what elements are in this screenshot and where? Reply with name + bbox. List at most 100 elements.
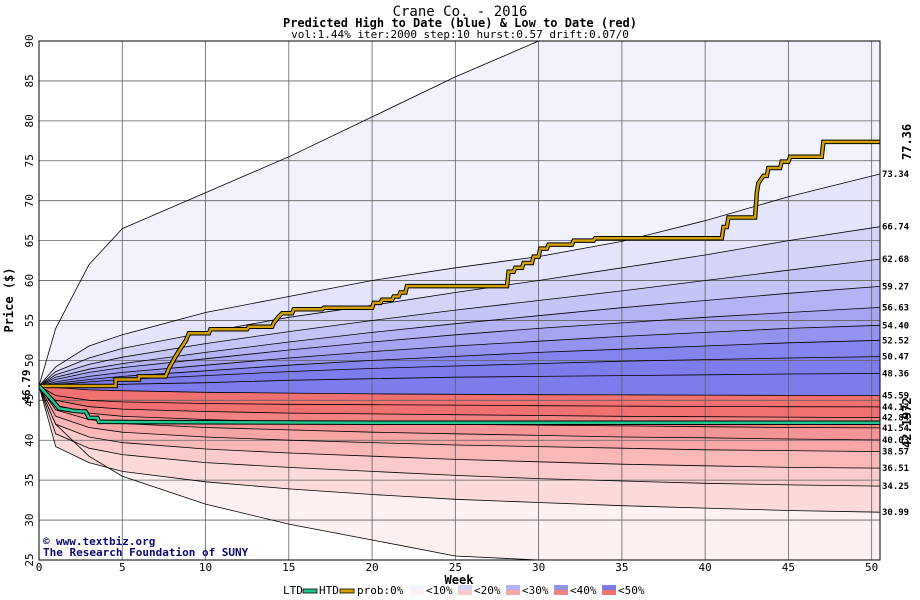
value-label-48.36: 48.36: [882, 369, 909, 379]
value-label-62.68: 62.68: [882, 255, 909, 265]
chart-params: vol:1.44% iter:2000 step:10 hurst:0.57 d…: [291, 28, 629, 41]
legend-bin-label-0: <10%: [426, 584, 453, 597]
x-tick-15: 15: [282, 561, 295, 574]
value-label-34.25: 34.25: [882, 482, 909, 492]
credit-organization: The Research Foundation of SUNY: [43, 546, 249, 559]
high-curve-1: [39, 173, 880, 387]
low-curve-1: [39, 385, 880, 408]
legend-bin-red-3: [554, 590, 568, 595]
htd-final-label: 77.36: [900, 124, 914, 160]
legend-bin-label-1: <20%: [474, 584, 501, 597]
high-curve-5: [39, 307, 880, 387]
y-tick-60: 60: [23, 274, 36, 287]
y-tick-85: 85: [23, 74, 36, 87]
y-tick-75: 75: [23, 154, 36, 167]
value-label-40.03: 40.03: [882, 436, 909, 446]
high-curve-7: [39, 339, 880, 387]
value-label-42.84: 42.84: [882, 414, 910, 424]
x-axis-ticks: 0 5 10 15 20 25 30 35 40 45 50: [36, 561, 879, 574]
chart-subtitle: Predicted High to Date (blue) & Low to D…: [283, 16, 637, 30]
y-tick-25: 25: [23, 553, 36, 566]
plot-frame: [38, 40, 881, 561]
low-curve-7: [39, 385, 880, 487]
legend-bin-blue-3: [554, 585, 568, 590]
x-tick-20: 20: [365, 561, 378, 574]
chart-title: Crane Co. - 2016: [393, 4, 528, 20]
legend-bin-blue-4: [602, 585, 616, 590]
credit-website: www.textbiz.org: [56, 535, 155, 548]
legend-bin-red-4: [602, 590, 616, 595]
value-label-66.74: 66.74: [882, 223, 910, 233]
low-curve-5: [39, 385, 880, 452]
y-tick-50: 50: [23, 354, 36, 367]
percentile-value-labels: 73.34 66.74 62.68 59.27 56.63 54.40 52.52 50.47…: [882, 170, 910, 518]
legend-htd-label: HTD: [319, 584, 339, 597]
copyright-mark: ©: [43, 535, 50, 548]
legend: LTD HTD prob:0% <10% <20% <30% <40% <50%: [283, 584, 645, 597]
legend-htd-swatch: [339, 588, 355, 594]
value-label-73.34: 73.34: [882, 170, 910, 180]
legend-bin-label-3: <40%: [570, 584, 597, 597]
value-label-52.52: 52.52: [882, 336, 909, 346]
high-curve-0: [39, 41, 880, 387]
value-label-54.40: 54.40: [882, 321, 909, 331]
ltd-line: [39, 385, 880, 424]
high-curve-4: [39, 286, 880, 387]
x-tick-35: 35: [615, 561, 628, 574]
ltd-final-label: 42.1972: [900, 397, 914, 448]
low-curve-0: [39, 385, 880, 397]
x-tick-45: 45: [782, 561, 795, 574]
htd-line-group: [39, 139, 880, 389]
start-value-label: 46.79: [20, 369, 33, 402]
low-curve-9: [39, 385, 880, 560]
y-tick-90: 90: [23, 34, 36, 47]
y-tick-45: 45: [23, 394, 36, 407]
x-tick-10: 10: [199, 561, 212, 574]
y-axis-label: Price ($): [2, 267, 16, 332]
legend-bin-blue-2: [506, 585, 520, 590]
value-label-59.27: 59.27: [882, 282, 909, 292]
y-tick-80: 80: [23, 114, 36, 127]
y-tick-55: 55: [23, 314, 36, 327]
legend-bin-red-1: [458, 590, 472, 595]
high-curve-3: [39, 258, 880, 387]
htd-line: [39, 140, 880, 388]
high-curve-6: [39, 324, 880, 387]
ltd-line-group: [39, 384, 880, 425]
x-tick-25: 25: [449, 561, 462, 574]
y-tick-40: 40: [23, 434, 36, 447]
legend-prob-label: prob:0%: [357, 584, 404, 597]
x-axis-label: Week: [445, 573, 475, 587]
value-label-56.63: 56.63: [882, 303, 909, 313]
low-curve-2: [39, 385, 880, 419]
high-band-9: [39, 373, 880, 396]
legend-bin-red-0: [410, 590, 424, 595]
value-label-38.57: 38.57: [882, 448, 909, 458]
plot-area: [38, 40, 881, 561]
y-axis-ticks: 25 30 35 40 45 50 55 60 65 70 75 80 85 90: [23, 34, 36, 566]
legend-bin-blue-1: [458, 585, 472, 590]
x-tick-40: 40: [699, 561, 712, 574]
x-tick-0: 0: [36, 561, 43, 574]
value-label-50.47: 50.47: [882, 353, 909, 363]
legend-ltd-swatch: [302, 588, 318, 594]
value-label-41.54: 41.54: [882, 424, 910, 434]
low-curve-8: [39, 385, 880, 513]
value-label-30.99: 30.99: [882, 508, 909, 518]
y-tick-65: 65: [23, 234, 36, 247]
legend-ltd-label: LTD: [283, 584, 303, 597]
y-tick-35: 35: [23, 474, 36, 487]
value-label-36.51: 36.51: [882, 464, 909, 474]
x-tick-5: 5: [119, 561, 126, 574]
legend-bin-label-4: <50%: [618, 584, 645, 597]
legend-bin-red-2: [506, 590, 520, 595]
high-curve-8: [39, 356, 880, 387]
low-curve-6: [39, 385, 880, 469]
legend-bin-blue-0: [410, 585, 424, 590]
y-tick-70: 70: [23, 194, 36, 207]
legend-bin-label-2: <30%: [522, 584, 549, 597]
value-label-45.59: 45.59: [882, 392, 909, 402]
x-tick-30: 30: [532, 561, 545, 574]
y-tick-30: 30: [23, 513, 36, 526]
